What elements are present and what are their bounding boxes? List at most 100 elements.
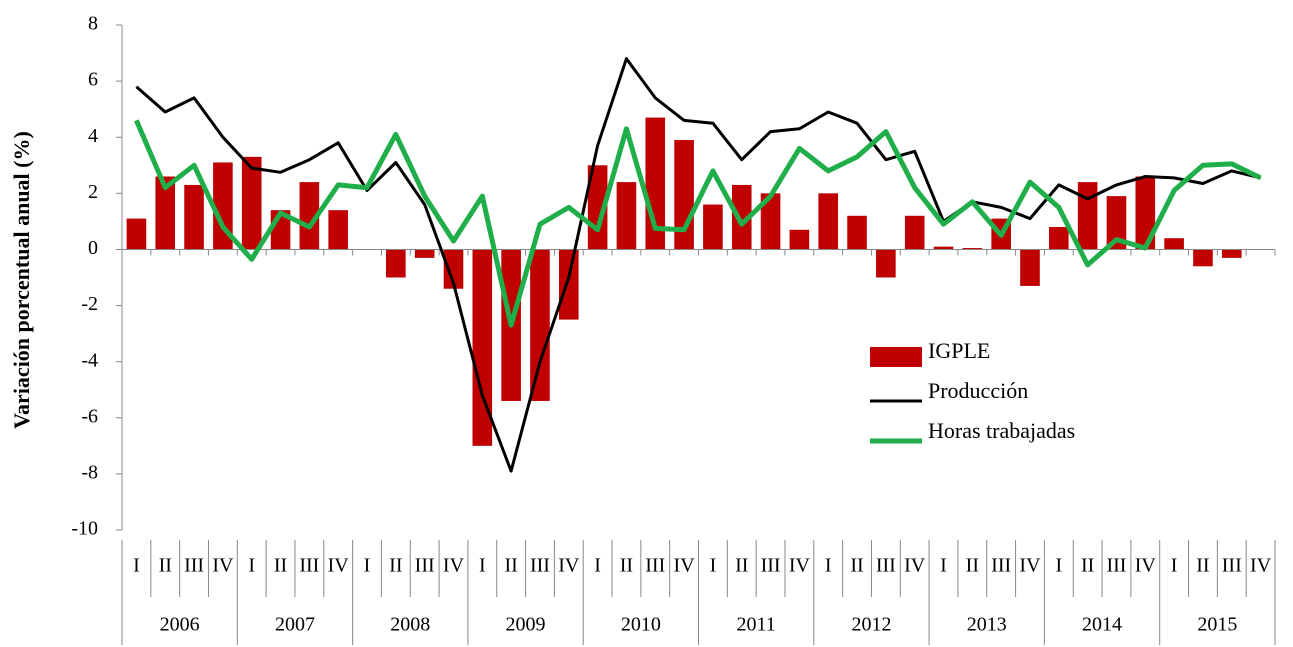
x-tick-label: II xyxy=(159,555,172,577)
x-tick-label: III xyxy=(1222,555,1242,577)
y-tick-label: -10 xyxy=(71,518,98,540)
line xyxy=(135,57,1261,473)
x-tick-label: II xyxy=(1196,555,1209,577)
x-tick-label: III xyxy=(415,555,435,577)
bar xyxy=(241,156,262,250)
y-tick-label: 2 xyxy=(88,181,98,203)
bar xyxy=(876,249,896,278)
bar xyxy=(847,215,867,250)
group-label: 2014 xyxy=(1082,614,1122,636)
x-tick-label: I xyxy=(825,555,832,577)
x-tick-label: I xyxy=(479,555,486,577)
x-tick-label: IV xyxy=(789,555,811,577)
group-label: 2013 xyxy=(967,614,1007,636)
bar xyxy=(126,218,147,250)
bar xyxy=(443,249,464,289)
x-tick-label: II xyxy=(1081,555,1094,577)
x-tick-label: IV xyxy=(328,555,350,577)
y-tick-label: -4 xyxy=(81,349,98,371)
bar xyxy=(414,249,435,258)
bar xyxy=(962,248,983,250)
group-label: 2008 xyxy=(390,614,430,636)
bar xyxy=(616,182,637,250)
legend-label: IGPLE xyxy=(928,338,990,363)
bar xyxy=(1020,249,1040,286)
x-tick-label: III xyxy=(1106,555,1126,577)
y-tick-label: -2 xyxy=(81,293,98,315)
bar xyxy=(155,176,176,250)
x-tick-label: II xyxy=(966,555,979,577)
x-tick-label: I xyxy=(594,555,601,577)
legend-label: Producción xyxy=(928,378,1028,403)
bar xyxy=(299,182,320,250)
x-tick-label: III xyxy=(645,555,665,577)
group-label: 2006 xyxy=(160,614,200,636)
x-tick-label: IV xyxy=(674,555,696,577)
x-tick-label: I xyxy=(940,555,947,577)
x-tick-label: II xyxy=(504,555,517,577)
line xyxy=(134,119,1262,328)
x-tick-label: IV xyxy=(212,555,234,577)
x-tick-label: IV xyxy=(904,555,926,577)
x-tick-label: I xyxy=(133,555,140,577)
x-tick-label: I xyxy=(1171,555,1178,577)
bar xyxy=(386,249,406,278)
y-tick-label: 6 xyxy=(88,69,98,91)
x-tick-label: I xyxy=(710,555,717,577)
x-tick-label: III xyxy=(991,555,1011,577)
x-tick-label: IV xyxy=(1135,555,1157,577)
x-tick-label: II xyxy=(620,555,633,577)
x-tick-label: II xyxy=(274,555,287,577)
bar xyxy=(1221,249,1242,258)
x-tick-label: III xyxy=(530,555,550,577)
x-tick-label: III xyxy=(876,555,896,577)
bar xyxy=(789,229,810,250)
y-tick-label: 0 xyxy=(88,237,98,259)
y-tick-label: 4 xyxy=(88,125,98,147)
bar xyxy=(731,184,752,250)
group-label: 2009 xyxy=(506,614,546,636)
x-tick-label: I xyxy=(1055,555,1062,577)
bar xyxy=(184,184,204,250)
group-label: 2010 xyxy=(621,614,661,636)
bar xyxy=(1106,196,1127,250)
bar xyxy=(674,140,694,250)
bar xyxy=(1164,238,1184,250)
bar xyxy=(760,193,781,250)
y-axis-label: Variación porcentual anual (%) xyxy=(9,131,34,429)
bar xyxy=(1077,182,1098,250)
y-tick-label: 8 xyxy=(88,13,98,35)
group-label: 2011 xyxy=(737,614,776,636)
x-tick-label: IV xyxy=(443,555,465,577)
x-tick-label: III xyxy=(184,555,204,577)
bar xyxy=(213,162,233,250)
x-tick-label: II xyxy=(735,555,748,577)
bar xyxy=(1049,227,1069,250)
bar xyxy=(328,210,348,250)
x-tick-label: I xyxy=(364,555,371,577)
x-tick-label: III xyxy=(761,555,781,577)
legend-swatch xyxy=(870,347,922,367)
x-tick-label: II xyxy=(850,555,863,577)
x-tick-label: II xyxy=(389,555,402,577)
y-tick-label: -6 xyxy=(81,405,98,427)
group-label: 2012 xyxy=(851,614,891,636)
bar xyxy=(1135,176,1156,250)
group-label: 2007 xyxy=(275,614,315,636)
bar xyxy=(904,215,925,250)
group-label: 2015 xyxy=(1197,614,1237,636)
x-tick-label: IV xyxy=(558,555,580,577)
x-tick-label: IV xyxy=(1250,555,1272,577)
bar xyxy=(558,249,579,320)
bar xyxy=(933,246,954,250)
bar xyxy=(530,249,550,401)
x-tick-label: IV xyxy=(1019,555,1041,577)
bar xyxy=(472,249,493,446)
bar xyxy=(818,193,839,250)
bar xyxy=(703,204,723,250)
y-tick-label: -8 xyxy=(81,461,98,483)
bar xyxy=(1193,249,1213,267)
x-tick-label: I xyxy=(248,555,255,577)
x-tick-label: III xyxy=(299,555,319,577)
